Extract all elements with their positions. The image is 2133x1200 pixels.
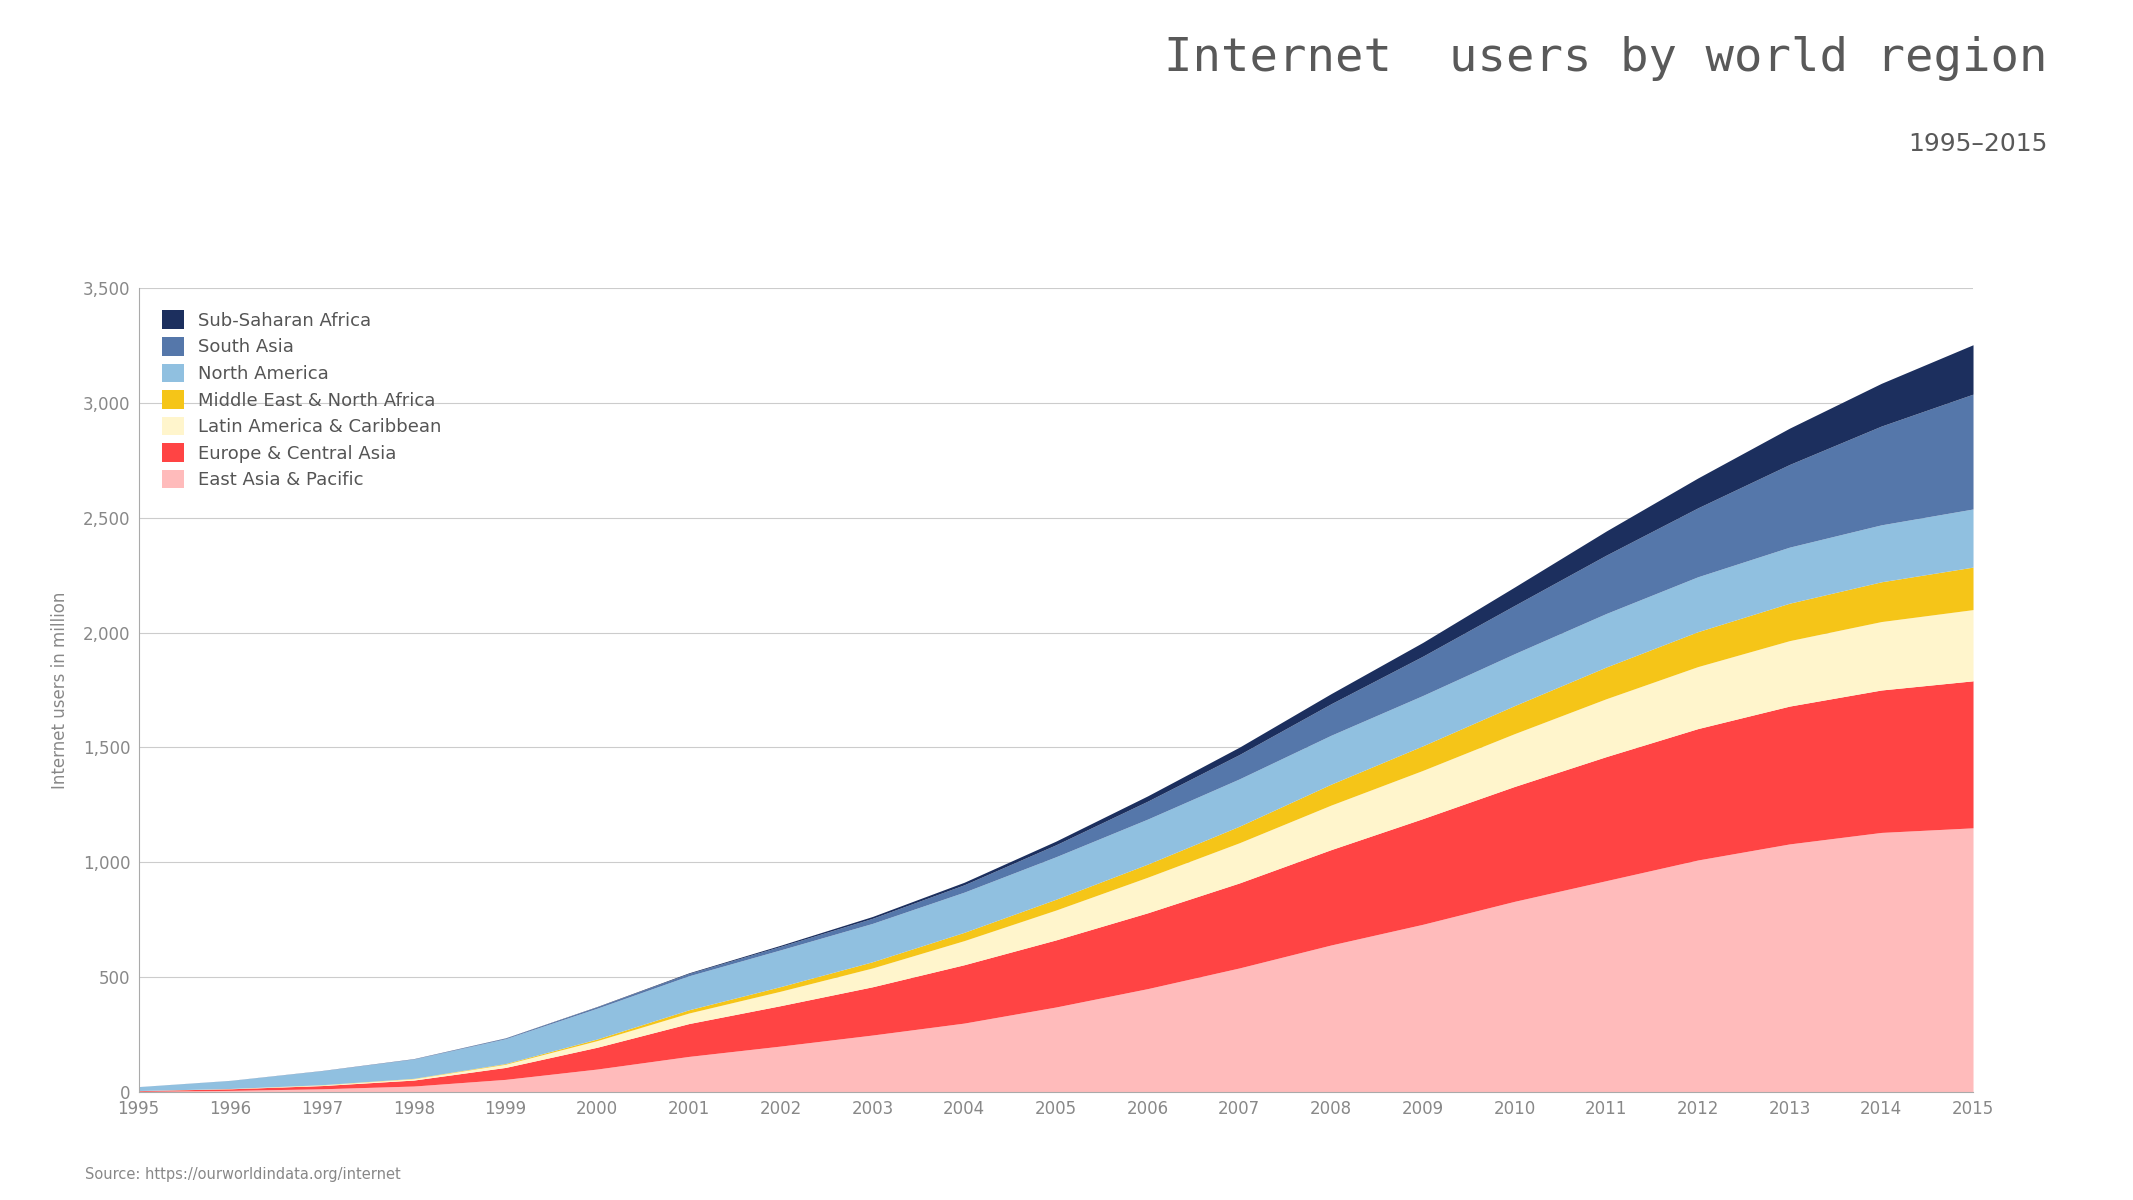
Y-axis label: Internet users in million: Internet users in million <box>51 592 68 788</box>
Text: 1995–2015: 1995–2015 <box>1909 132 2048 156</box>
Text: Internet  users by world region: Internet users by world region <box>1165 36 2048 80</box>
Legend: Sub-Saharan Africa, South Asia, North America, Middle East & North Africa, Latin: Sub-Saharan Africa, South Asia, North Am… <box>158 305 448 494</box>
Text: Source: https://ourworldindata.org/internet: Source: https://ourworldindata.org/inter… <box>85 1166 401 1182</box>
